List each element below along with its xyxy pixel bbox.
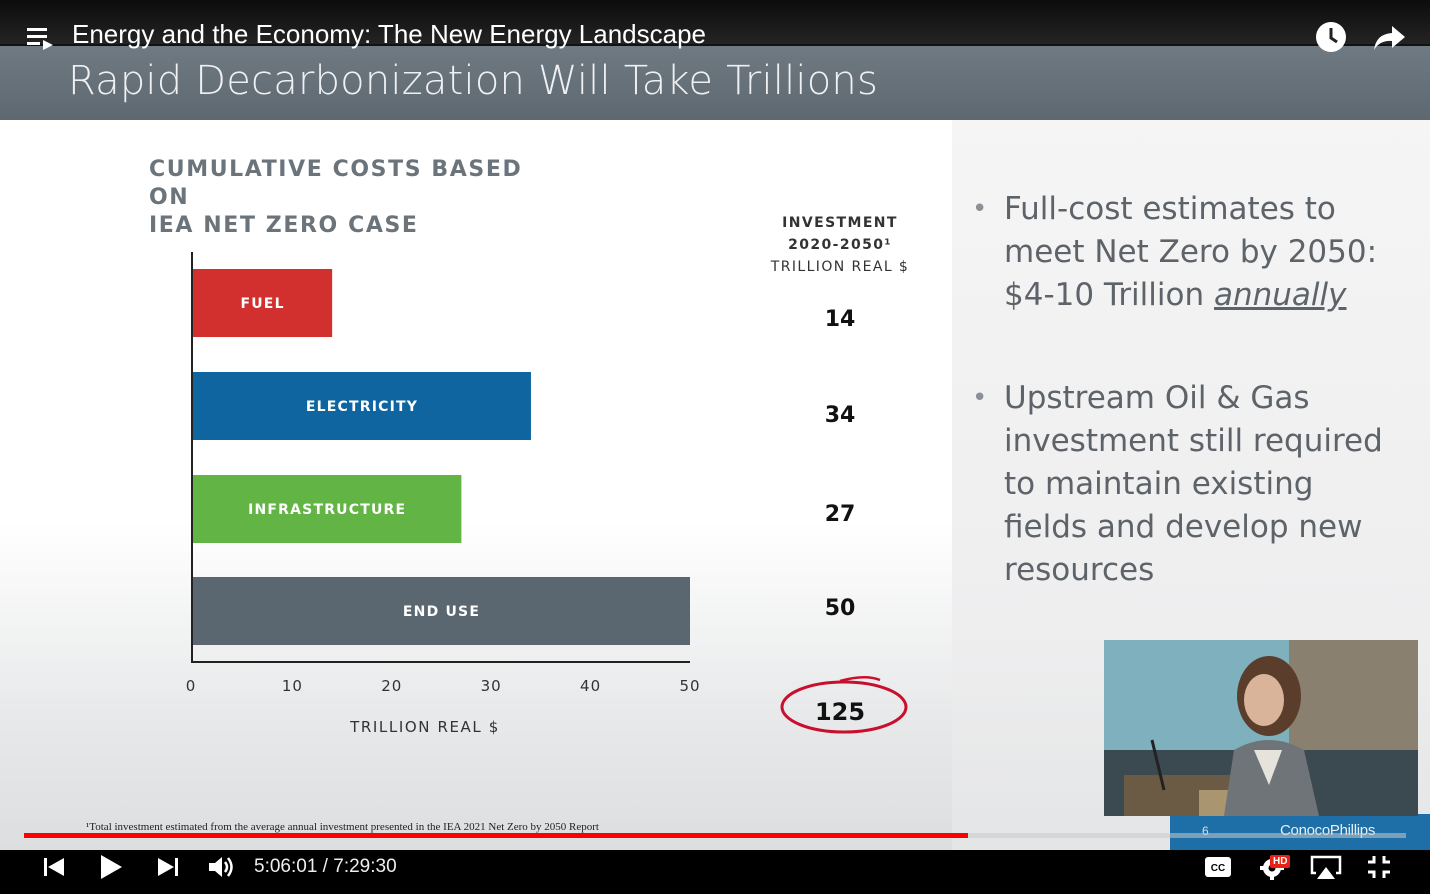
slide[interactable]: Rapid Decarbonization Will Take Trillion… [0, 0, 1430, 850]
player-top-bar [0, 0, 1430, 46]
page-number: 6 [1202, 824, 1209, 838]
bullet-dot: • [972, 383, 988, 413]
bar-label-electricity: ELECTRICITY [306, 399, 418, 415]
bullet-2-text: Upstream Oil & Gas investment still requ… [1004, 380, 1383, 588]
investment-head-line2: 2020-2050¹ [788, 237, 892, 253]
time-current: 5:06:01 [254, 856, 318, 877]
bar-label-infrastructure: INFRASTRUCTURE [248, 502, 406, 518]
chart-title: CUMULATIVE COSTS BASED ON IEA NET ZERO C… [149, 156, 569, 240]
x-tick-label: 10 [282, 677, 303, 695]
bar-label-fuel: FUEL [240, 296, 284, 312]
x-tick-label: 50 [679, 677, 700, 695]
investment-value-fuel: 14 [825, 307, 856, 332]
investment-column-header: INVESTMENT 2020-2050¹ TRILLION REAL $ [760, 212, 920, 278]
clock-icon[interactable] [1314, 20, 1348, 54]
slide-title: Rapid Decarbonization Will Take Trillion… [68, 58, 878, 104]
slide-left-background [0, 120, 952, 850]
playlist-icon[interactable] [27, 26, 55, 50]
chart-title-line2: IEA NET ZERO CASE [149, 213, 419, 238]
play-icon[interactable] [98, 853, 124, 881]
chart-title-line1: CUMULATIVE COSTS BASED ON [149, 157, 523, 210]
bullet-dot: • [972, 194, 988, 224]
x-tick-label: 20 [381, 677, 402, 695]
x-axis-label: TRILLION REAL $ [349, 718, 500, 736]
x-tick-label: 30 [481, 677, 502, 695]
x-tick-label: 40 [580, 677, 601, 695]
footnote: ¹Total investment estimated from the ave… [86, 821, 599, 833]
time-separator: / [317, 856, 334, 877]
bullet-1-emphasis: annually [1213, 277, 1347, 313]
bar-fuel [193, 269, 333, 337]
hd-badge: HD [1270, 855, 1291, 868]
time-display: 5:06:01 / 7:29:30 [254, 856, 397, 878]
time-total: 7:29:30 [333, 856, 397, 877]
bar-label-end-use: END USE [403, 604, 480, 620]
total-circle-stroke [839, 676, 881, 683]
investment-value-electricity: 34 [825, 403, 856, 428]
airplay-icon[interactable] [1310, 855, 1342, 881]
investment-head-line1: INVESTMENT [782, 215, 898, 231]
investment-value-infrastructure: 27 [825, 502, 856, 527]
volume-icon[interactable] [207, 855, 235, 879]
speaker-illustration [1104, 640, 1418, 816]
skip-previous-icon[interactable] [42, 856, 66, 878]
bar-electricity [193, 372, 531, 440]
bullet-1-text: Full-cost estimates to meet Net Zero by … [1004, 191, 1378, 313]
investment-value-end-use: 50 [825, 596, 856, 621]
bar-end-use [193, 577, 690, 645]
total-circle-annotation [780, 680, 908, 734]
speaker-video-inset [1104, 640, 1418, 816]
skip-next-icon[interactable] [156, 856, 180, 878]
share-arrow-icon[interactable] [1372, 22, 1406, 54]
video-title[interactable]: Energy and the Economy: The New Energy L… [72, 19, 707, 49]
svg-text:CC: CC [1211, 863, 1225, 874]
x-tick-label: 0 [186, 677, 197, 695]
progress-played[interactable] [24, 833, 968, 838]
slide-header-band [0, 44, 1430, 120]
exit-fullscreen-icon[interactable] [1366, 854, 1392, 880]
bar-infrastructure [193, 475, 462, 543]
investment-total: 125 [815, 698, 865, 726]
footer-brand-band [1170, 814, 1430, 850]
captions-icon[interactable]: CC [1204, 856, 1232, 878]
player-controls-bar [0, 850, 1430, 894]
investment-head-line3: TRILLION REAL $ [770, 259, 910, 275]
bar-chart: FUEL 14 ELECTRICITY 34 INFRASTRUCTURE 27 END U… [186, 252, 908, 736]
